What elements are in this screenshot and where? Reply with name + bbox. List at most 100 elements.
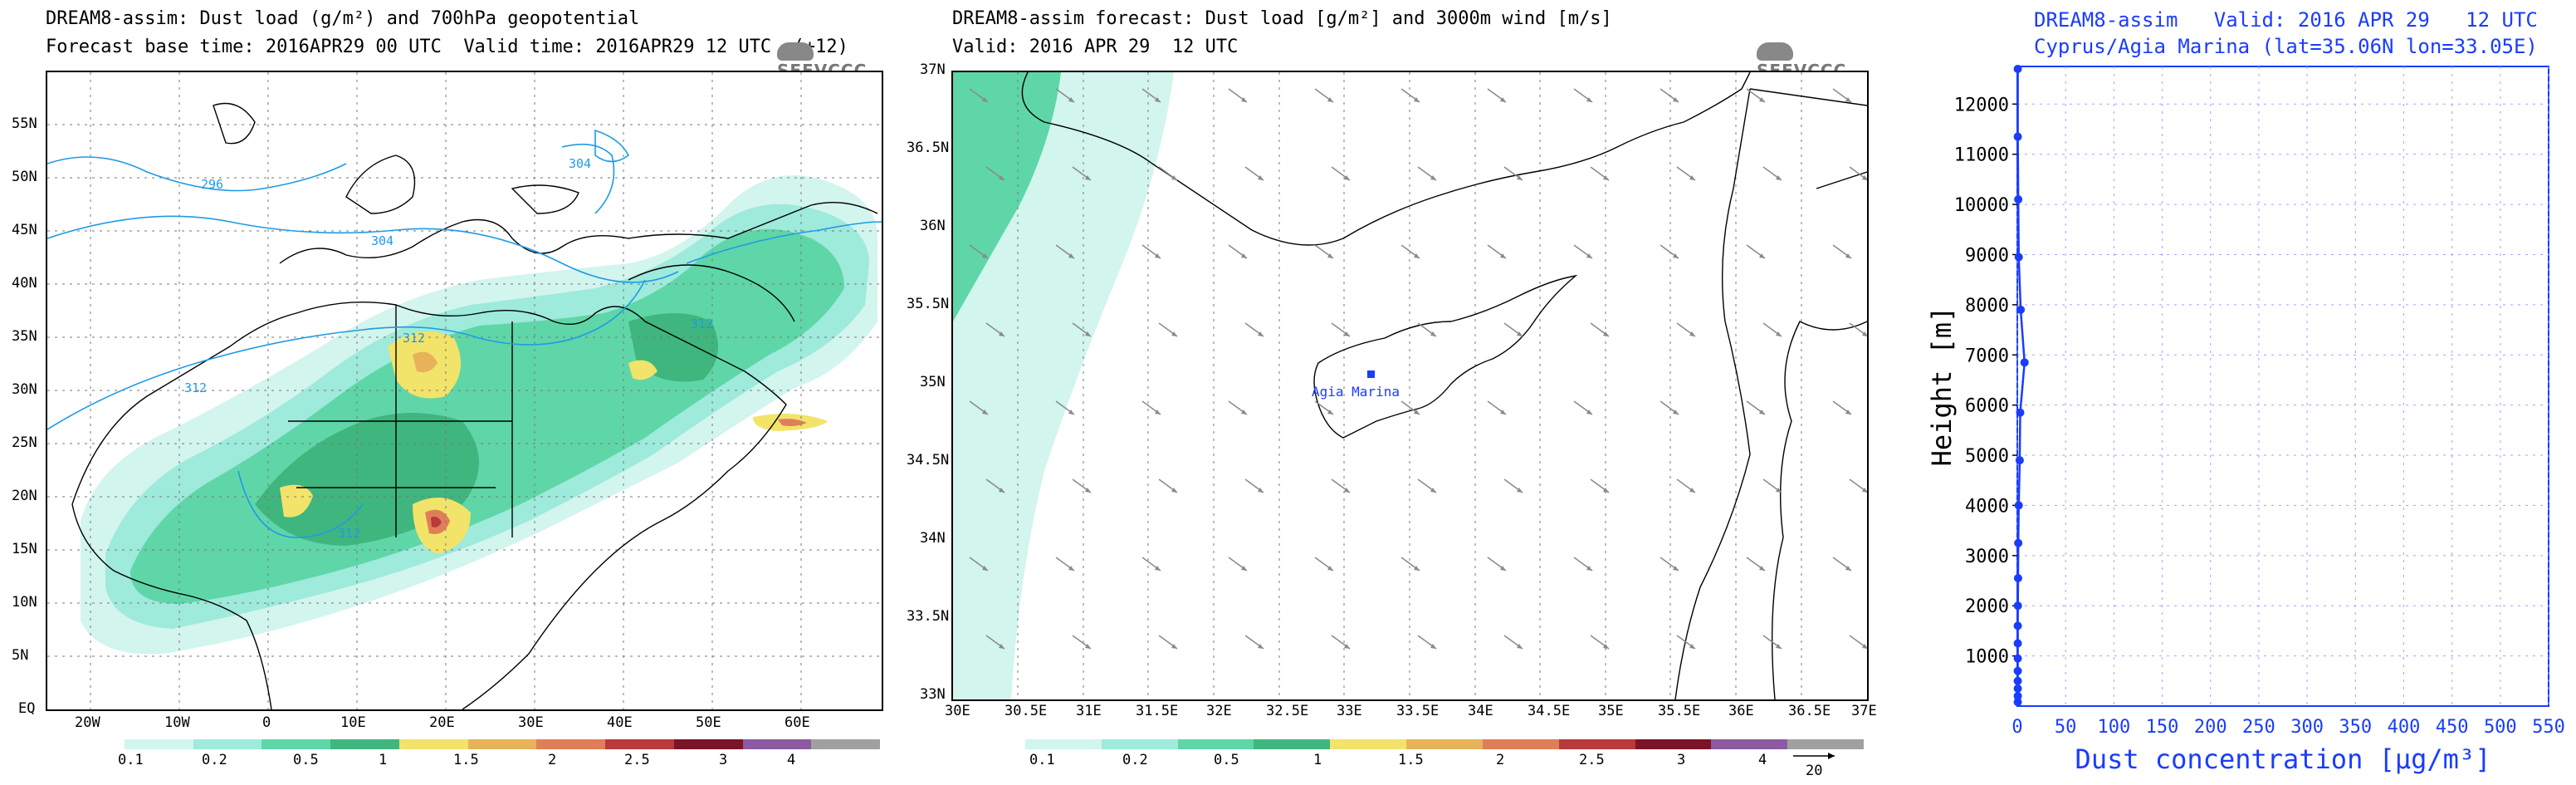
wind-vector-head xyxy=(1586,410,1592,415)
regional-colorbar xyxy=(125,739,881,749)
y-tick-label: 6000 xyxy=(1965,396,2009,417)
wind-vector-head xyxy=(1517,175,1523,180)
lat-label: 50N xyxy=(12,169,37,185)
wind-vector-head xyxy=(1689,175,1695,180)
cyprus-colorbar xyxy=(1025,739,1864,749)
wind-vector-head xyxy=(1776,644,1782,649)
lat-label: EQ xyxy=(18,700,36,717)
wind-vector-head xyxy=(1155,97,1161,102)
cyprus-dust-map-panel: DREAM8-assim forecast: Dust load [g/m²] … xyxy=(907,0,1877,785)
profile-point xyxy=(2013,639,2022,648)
y-tick-label: 5000 xyxy=(1965,446,2009,467)
lon-label: 34.5E xyxy=(1528,703,1571,719)
wind-vector-head xyxy=(999,644,1004,649)
wind-vector-head xyxy=(1586,566,1592,571)
colorbar-label: 0.2 xyxy=(1122,752,1148,768)
wind-vector-head xyxy=(1603,175,1609,180)
wind-vector-head xyxy=(1241,97,1247,102)
colorbar-label: 2 xyxy=(548,752,557,768)
profile-point xyxy=(2013,621,2022,630)
wind-vector-head xyxy=(1689,488,1695,493)
wind-vector-head xyxy=(1673,253,1679,258)
colorbar-label: 1.5 xyxy=(1398,752,1424,768)
lon-label: 33E xyxy=(1337,703,1362,719)
profile-point xyxy=(2020,358,2029,367)
colorbar-swatch xyxy=(193,739,262,749)
wind-vector-head xyxy=(999,175,1004,180)
lon-label: 33.5E xyxy=(1396,703,1440,719)
x-tick-label: 100 xyxy=(2097,717,2130,738)
wind-vector-head xyxy=(1327,566,1333,571)
lon-label: 20E xyxy=(429,714,455,731)
x-tick-label: 0 xyxy=(2011,717,2022,738)
x-tick-label: 350 xyxy=(2339,717,2372,738)
colorbar-label: 3 xyxy=(719,752,728,768)
wind-vector-head xyxy=(1068,410,1074,415)
wind-vector-head xyxy=(1603,488,1609,493)
wind-vector-head xyxy=(1171,644,1177,649)
lon-label: 31.5E xyxy=(1136,703,1179,719)
wind-vector-head xyxy=(1586,253,1592,258)
lon-label: 10W xyxy=(164,714,190,731)
wind-vector-head xyxy=(1155,253,1161,258)
wind-vector-head xyxy=(1171,175,1177,180)
profile-point xyxy=(2013,65,2022,74)
lon-label: 31E xyxy=(1076,703,1102,719)
lat-label: 35N xyxy=(920,374,946,390)
wind-vector-head xyxy=(1776,175,1782,180)
colorbar-swatch xyxy=(398,739,468,749)
regional-dust-map-panel: DREAM8-assim: Dust load (g/m²) and 700hP… xyxy=(0,0,897,785)
wind-vector-head xyxy=(1344,175,1350,180)
wind-vector-head xyxy=(1759,410,1765,415)
dust-field-layer xyxy=(953,72,1174,699)
contour-labels: 296 304 304 312 312 312 312 xyxy=(184,156,713,541)
colorbar-label: 4 xyxy=(1758,752,1767,768)
wind-vector-head xyxy=(1327,97,1333,102)
x-tick-label: 300 xyxy=(2290,717,2324,738)
colorbar-swatch xyxy=(1177,739,1254,749)
colorbar-swatch xyxy=(1482,739,1559,749)
wind-vector-head xyxy=(1517,644,1523,649)
cyprus-coastlines xyxy=(1021,72,1867,699)
cloud-icon xyxy=(777,42,814,61)
wind-vector-head xyxy=(1241,410,1247,415)
panel2-subtitle: Valid: 2016 APR 29 12 UTC xyxy=(952,37,1239,57)
wind-vector-head xyxy=(1845,97,1851,102)
y-tick-label: 4000 xyxy=(1965,496,2009,517)
lat-label: 33N xyxy=(920,686,946,703)
wind-vector-head xyxy=(1085,644,1091,649)
colorbar-swatch xyxy=(467,739,537,749)
contour-label: 312 xyxy=(691,316,713,331)
wind-vector-head xyxy=(1776,331,1782,336)
cloud-icon xyxy=(1757,42,1793,61)
wind-vector-head xyxy=(1689,331,1695,336)
wind-reference-arrow xyxy=(1793,753,1835,759)
wind-vector-head xyxy=(1344,488,1350,493)
colorbar-swatch xyxy=(1025,739,1102,749)
regional-coastlines xyxy=(71,102,878,709)
profile-point xyxy=(2016,305,2026,314)
wind-vector-head xyxy=(999,331,1004,336)
wind-vector-head xyxy=(1068,253,1074,258)
profile-point xyxy=(2013,601,2022,611)
wind-vector-head xyxy=(1759,566,1765,571)
contour-label: 312 xyxy=(184,380,207,395)
lon-label: 30.5E xyxy=(1004,703,1048,719)
y-tick-label: 7000 xyxy=(1965,346,2009,366)
colorbar-swatch xyxy=(1787,739,1864,749)
wind-vector-head xyxy=(1241,253,1247,258)
lat-label: 55N xyxy=(12,115,37,132)
colorbar-swatch xyxy=(330,739,399,749)
contour-label: 312 xyxy=(338,526,360,541)
colorbar-swatch xyxy=(1406,739,1483,749)
lat-label: 10N xyxy=(12,594,37,611)
wind-vector-head xyxy=(1241,566,1247,571)
vertical-profile-chart: 0 50 100 150 200 250 300 350 400 450 500 550 1000 200… xyxy=(1926,65,2565,775)
panel1-title: DREAM8-assim: Dust load (g/m²) and 700hP… xyxy=(46,8,640,29)
regional-map-frame: 296 304 304 312 312 312 312 xyxy=(46,71,883,711)
colorbar-label: 0.1 xyxy=(118,752,144,768)
geopotential-contours xyxy=(47,129,882,538)
station-label: Agia Marina xyxy=(1312,384,1400,400)
wind-vector-head xyxy=(1500,566,1506,571)
wind-vector-head xyxy=(1068,97,1074,102)
